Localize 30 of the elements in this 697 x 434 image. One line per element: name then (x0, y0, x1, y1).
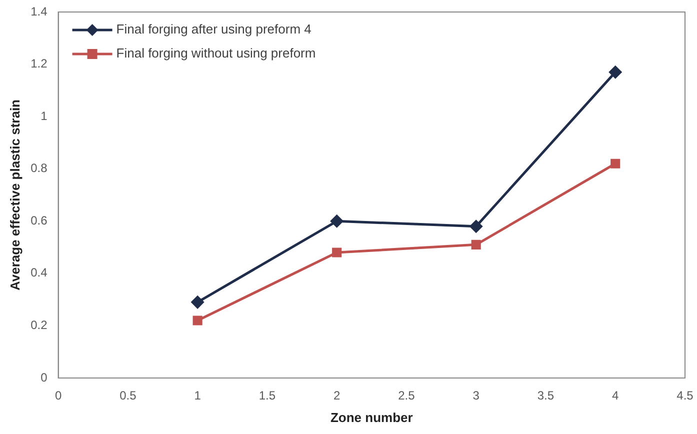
x-tick-label: 1 (194, 388, 202, 403)
x-tick-label: 2.5 (398, 388, 416, 403)
point (471, 240, 481, 250)
y-tick-label: 0.6 (30, 213, 48, 228)
point (470, 220, 482, 233)
point (330, 214, 344, 228)
x-tick-label: 0 (54, 388, 62, 403)
y-tick-label: 1 (40, 108, 48, 123)
x-tick-label: 2 (333, 388, 340, 403)
y-tick-label: 1.4 (30, 4, 48, 18)
x-tick-label: 3.5 (537, 388, 554, 403)
y-tick-label: 1.2 (30, 56, 48, 71)
point (332, 248, 342, 258)
y-tick-label: 0.2 (30, 318, 48, 332)
x-tick-label: 4 (612, 388, 620, 403)
y-tick-label: 0.8 (30, 161, 48, 176)
x-tick-label: 3 (472, 388, 480, 403)
y-tick-label: 0 (40, 370, 48, 384)
y-tick-label: 0.4 (30, 266, 48, 280)
x-axis-title: Zone number (330, 410, 413, 425)
point (191, 296, 204, 308)
legend-label: Final forging after using preform 4 (116, 22, 312, 37)
point (610, 158, 620, 168)
legend-label: Final forging without using preform (116, 46, 316, 61)
x-tick-label: 1.5 (258, 388, 276, 403)
y-axis-title: Average effective plastic strain (7, 99, 22, 290)
x-tick-label: 0.5 (120, 388, 137, 403)
point (192, 316, 202, 326)
x-tick-label: 4.5 (676, 388, 694, 403)
point (609, 66, 622, 78)
